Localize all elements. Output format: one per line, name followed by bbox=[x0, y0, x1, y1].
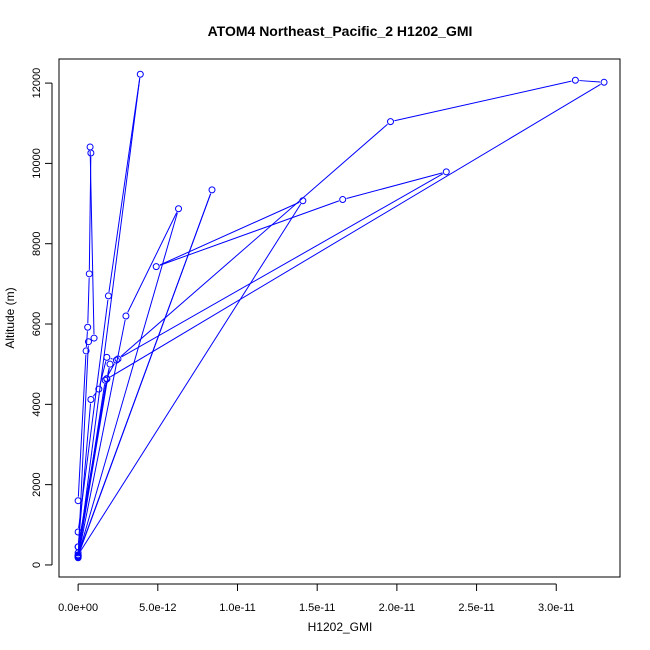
data-point bbox=[82, 347, 90, 355]
series-segment bbox=[87, 277, 90, 324]
y-tick-label: 4000 bbox=[31, 392, 43, 416]
x-axis-label: H1202_GMI bbox=[308, 620, 373, 634]
x-tick-label: 1.0e-11 bbox=[219, 602, 256, 614]
series-segment bbox=[78, 368, 110, 552]
data-point bbox=[114, 355, 122, 363]
series-segment bbox=[77, 403, 92, 543]
data-point bbox=[87, 149, 95, 157]
y-tick-label: 12000 bbox=[31, 68, 43, 99]
data-point bbox=[208, 186, 216, 194]
data-point bbox=[175, 205, 183, 213]
series-segment bbox=[107, 367, 110, 375]
series-segment bbox=[77, 345, 89, 553]
series-segment bbox=[159, 201, 300, 266]
data-point bbox=[86, 143, 94, 151]
series-segment bbox=[78, 382, 107, 544]
x-tick-label: 2.0e-11 bbox=[379, 602, 416, 614]
x-tick-label: 3.0e-11 bbox=[538, 602, 575, 614]
data-point bbox=[299, 197, 307, 205]
series-segment bbox=[109, 83, 601, 378]
data-point bbox=[106, 360, 114, 368]
series-segment bbox=[78, 212, 178, 553]
data-point bbox=[101, 376, 109, 384]
data-point bbox=[136, 70, 144, 78]
data-point bbox=[95, 385, 103, 393]
x-tick-label: 5.0e-12 bbox=[139, 602, 176, 614]
y-axis-label: Altitude (m) bbox=[3, 287, 17, 348]
series-1 bbox=[74, 76, 608, 561]
series-segment bbox=[579, 80, 601, 83]
data-point bbox=[571, 76, 579, 84]
data-point bbox=[112, 356, 120, 364]
series-segment bbox=[394, 80, 572, 122]
data-point bbox=[74, 552, 82, 560]
x-tick-label: 2.5e-11 bbox=[458, 602, 495, 614]
series-4 bbox=[74, 143, 98, 560]
series-segment bbox=[121, 173, 444, 358]
series-segment bbox=[89, 150, 95, 335]
series-5 bbox=[74, 360, 114, 560]
y-tick-label: 0 bbox=[31, 562, 43, 568]
y-tick-label: 2000 bbox=[31, 472, 43, 496]
x-tick-label: 1.5e-11 bbox=[299, 602, 336, 614]
y-tick-label: 6000 bbox=[31, 312, 43, 336]
series-segment bbox=[78, 319, 126, 554]
data-point bbox=[84, 323, 92, 331]
y-axis: 0 2000 4000 6000 8000 10000 12000 bbox=[31, 68, 53, 568]
data-point bbox=[87, 396, 95, 404]
data-point bbox=[387, 118, 394, 126]
data-point bbox=[103, 375, 111, 383]
y-tick-label: 8000 bbox=[31, 231, 43, 255]
series-segment bbox=[120, 123, 388, 357]
data-point bbox=[122, 312, 130, 320]
series-segment bbox=[79, 193, 212, 552]
data-point bbox=[90, 334, 98, 342]
data-point bbox=[600, 78, 608, 86]
series-layer bbox=[74, 70, 608, 562]
data-point bbox=[74, 497, 82, 505]
data-point bbox=[339, 196, 347, 204]
plot-frame bbox=[58, 58, 621, 578]
series-segment bbox=[77, 354, 87, 497]
chart-title: ATOM4 Northeast_Pacific_2 H1202_GMI bbox=[208, 23, 473, 39]
data-point bbox=[152, 263, 160, 271]
x-axis: 0.0e+00 5.0e-12 1.0e-11 1.5e-11 2.0e-11 2.5e-… bbox=[58, 583, 575, 614]
series-segment bbox=[110, 358, 113, 360]
series-segment bbox=[127, 212, 178, 313]
data-point bbox=[103, 353, 111, 361]
series-segment bbox=[79, 203, 302, 552]
data-point bbox=[85, 270, 93, 278]
data-point bbox=[442, 168, 450, 176]
series-segment bbox=[78, 299, 109, 529]
series-segment bbox=[78, 78, 141, 554]
data-point bbox=[84, 338, 92, 346]
data-point bbox=[74, 543, 82, 551]
series-segment bbox=[108, 78, 141, 293]
series-segment bbox=[159, 200, 340, 266]
data-point bbox=[104, 292, 112, 300]
series-3 bbox=[74, 70, 144, 562]
x-tick-label: 0.0e+00 bbox=[58, 602, 98, 614]
series-segment bbox=[346, 172, 443, 199]
y-tick-label: 10000 bbox=[31, 148, 43, 179]
